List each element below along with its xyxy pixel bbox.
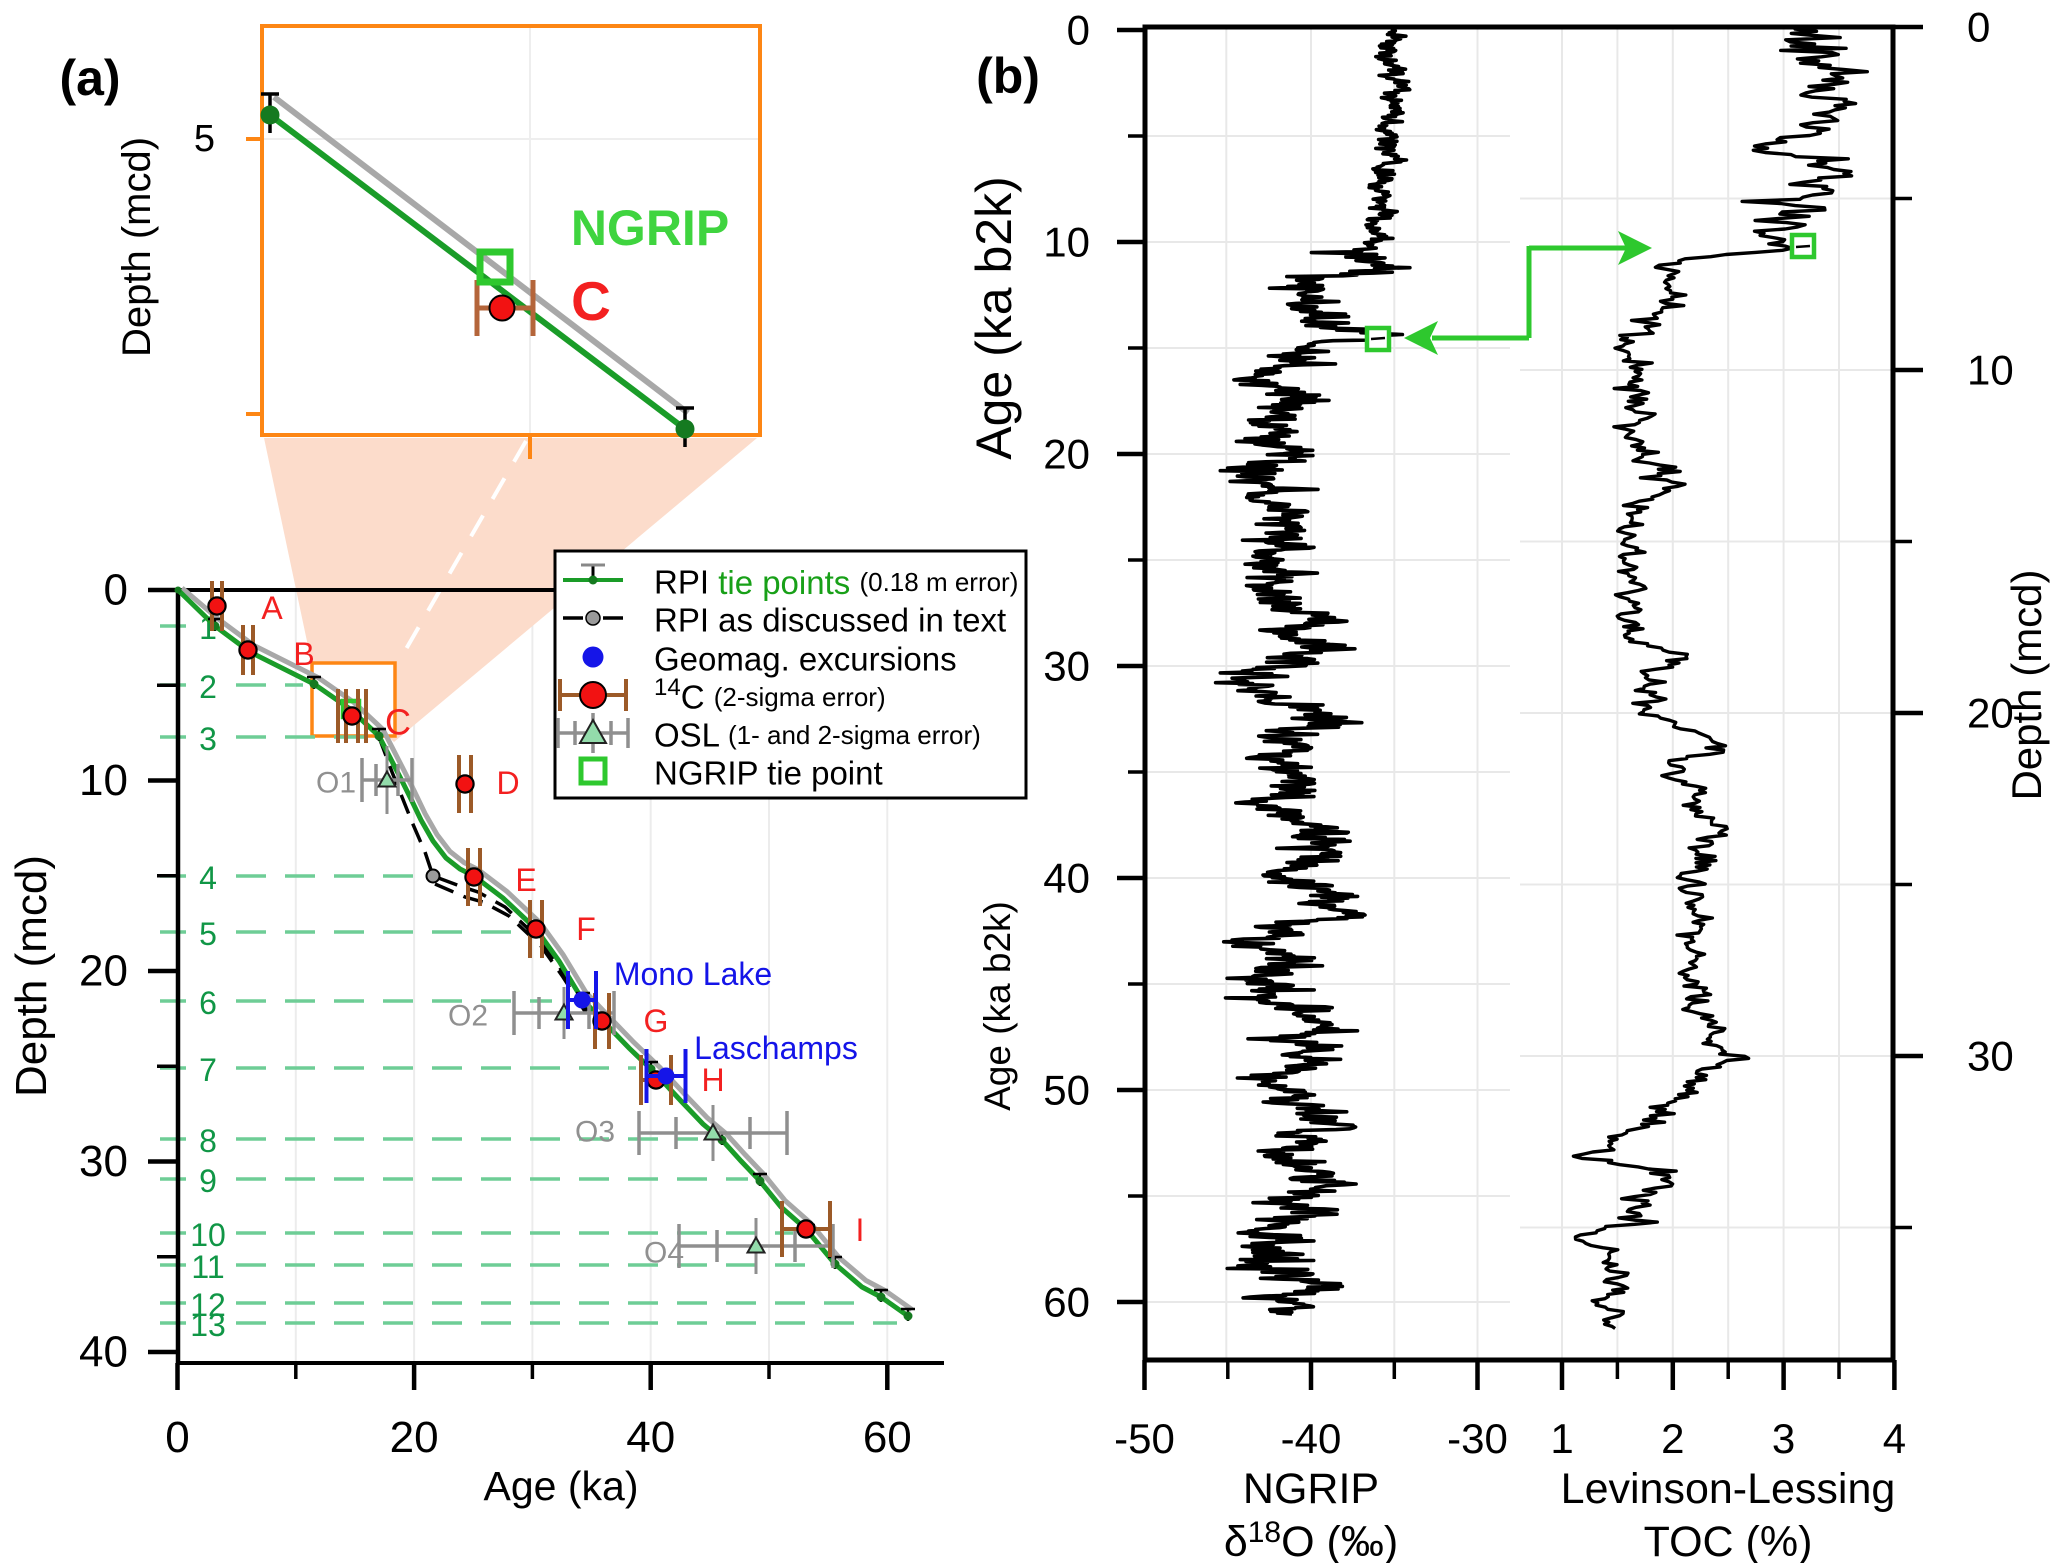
svg-text:Levinson-Lessing: Levinson-Lessing (1561, 1465, 1896, 1513)
svg-text:D: D (496, 765, 519, 801)
svg-text:NGRIP: NGRIP (1243, 1465, 1379, 1513)
svg-text:0: 0 (1067, 7, 1090, 54)
svg-text:10: 10 (190, 1217, 226, 1253)
svg-text:-40: -40 (1281, 1415, 1342, 1462)
svg-text:3: 3 (199, 721, 217, 757)
svg-text:12: 12 (190, 1287, 226, 1323)
svg-text:40: 40 (1043, 855, 1090, 902)
svg-text:20: 20 (1967, 690, 2014, 737)
svg-text:9: 9 (199, 1163, 217, 1199)
svg-text:NGRIP tie point: NGRIP tie point (654, 755, 883, 792)
svg-text:Depth (mcd): Depth (mcd) (2003, 569, 2050, 800)
svg-text:O2: O2 (448, 1000, 488, 1033)
svg-text:50: 50 (1043, 1067, 1090, 1114)
svg-text:RPI as discussed in text: RPI as discussed in text (654, 602, 1006, 639)
svg-text:Age (ka b2k): Age (ka b2k) (977, 901, 1018, 1111)
svg-text:A: A (261, 590, 283, 626)
svg-text:C: C (385, 702, 411, 743)
svg-text:(a): (a) (59, 50, 120, 106)
svg-text:3: 3 (1772, 1415, 1795, 1462)
svg-text:-50: -50 (1114, 1415, 1175, 1462)
svg-text:O1: O1 (316, 767, 356, 800)
svg-text:B: B (293, 636, 314, 672)
svg-text:4: 4 (199, 860, 217, 896)
svg-text:0: 0 (1967, 4, 1990, 51)
svg-text:8: 8 (199, 1123, 217, 1159)
svg-text:C: C (571, 270, 611, 332)
svg-text:0: 0 (104, 566, 128, 615)
svg-text:Depth (mcd): Depth (mcd) (115, 137, 159, 357)
svg-text:Depth (mcd): Depth (mcd) (7, 855, 56, 1097)
svg-text:G: G (644, 1003, 669, 1039)
svg-text:-30: -30 (1447, 1415, 1508, 1462)
svg-text:7: 7 (199, 1052, 217, 1088)
svg-text:10: 10 (1043, 219, 1090, 266)
svg-text:40: 40 (626, 1413, 675, 1462)
svg-text:Age (ka b2k): Age (ka b2k) (966, 176, 1022, 459)
svg-text:4: 4 (1883, 1415, 1906, 1462)
svg-text:2: 2 (1661, 1415, 1684, 1462)
svg-text:I: I (856, 1212, 865, 1248)
svg-text:30: 30 (79, 1137, 128, 1186)
svg-text:OSL (1- and 2-sigma error): OSL (1- and 2-sigma error) (654, 717, 981, 754)
svg-text:13: 13 (190, 1307, 226, 1343)
svg-text:30: 30 (1043, 643, 1090, 690)
svg-text:Age (ka): Age (ka) (484, 1463, 639, 1509)
svg-text:NGRIP: NGRIP (571, 200, 729, 256)
svg-text:F: F (576, 911, 596, 947)
svg-text:Mono Lake: Mono Lake (614, 956, 772, 992)
svg-text:O4: O4 (644, 1237, 684, 1270)
svg-text:Laschamps: Laschamps (694, 1030, 858, 1066)
svg-text:Geomag. excursions: Geomag. excursions (654, 641, 957, 678)
svg-text:6: 6 (199, 985, 217, 1021)
svg-text:60: 60 (1043, 1279, 1090, 1326)
svg-text:60: 60 (863, 1413, 912, 1462)
svg-text:5: 5 (199, 916, 217, 952)
svg-text:E: E (515, 862, 536, 898)
svg-text:2: 2 (199, 669, 217, 705)
svg-text:H: H (701, 1062, 724, 1098)
svg-text:TOC (%): TOC (%) (1644, 1518, 1813, 1563)
svg-text:0: 0 (165, 1413, 189, 1462)
svg-text:RPI tie points (0.18 m error): RPI tie points (0.18 m error) (654, 564, 1018, 601)
svg-text:40: 40 (79, 1328, 128, 1377)
svg-text:5: 5 (194, 118, 215, 160)
svg-text:10: 10 (1967, 347, 2014, 394)
svg-text:20: 20 (1043, 431, 1090, 478)
svg-text:20: 20 (390, 1413, 439, 1462)
svg-text:O3: O3 (575, 1116, 615, 1149)
svg-text:1: 1 (1550, 1415, 1573, 1462)
svg-text:(b): (b) (976, 48, 1040, 104)
svg-text:20: 20 (79, 947, 128, 996)
svg-text:11: 11 (191, 1249, 224, 1285)
svg-text:10: 10 (79, 756, 128, 805)
svg-text:30: 30 (1967, 1033, 2014, 1080)
